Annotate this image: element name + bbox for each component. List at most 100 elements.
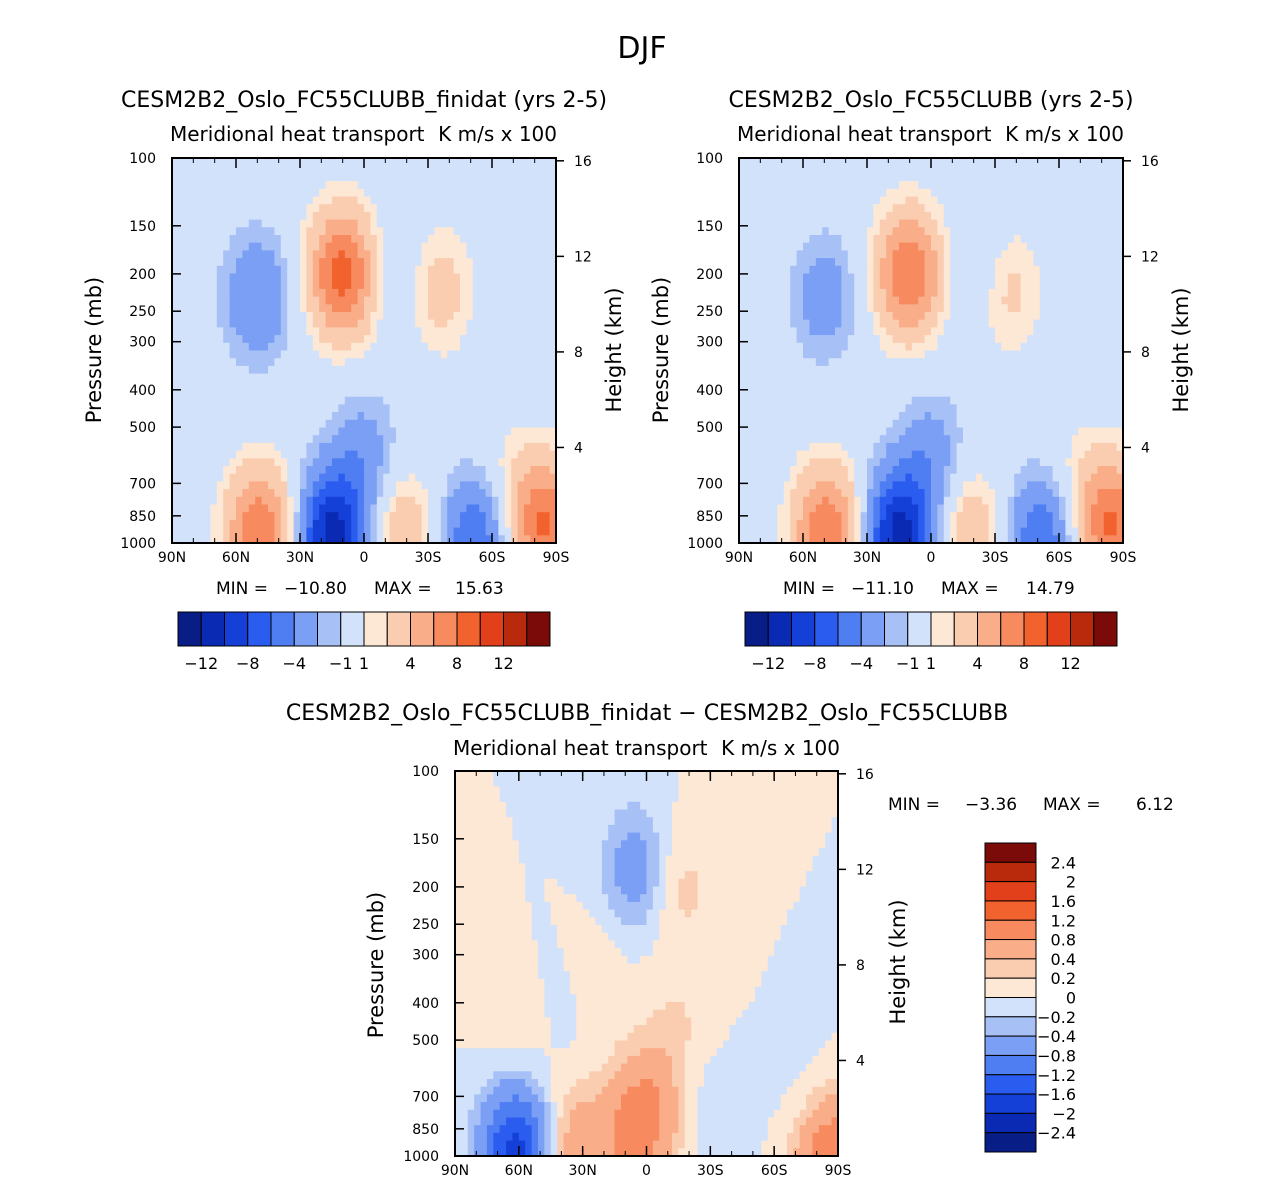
field-cell: [1052, 358, 1060, 367]
field-cell: [892, 204, 900, 213]
field-cell: [828, 273, 836, 282]
field-cell: [210, 481, 218, 490]
field-cell: [835, 350, 842, 359]
field-cell: [210, 211, 218, 221]
field-cell: [1039, 165, 1047, 174]
field-cell: [764, 365, 772, 375]
field-cell: [364, 504, 371, 513]
field-cell: [809, 288, 817, 298]
field-cell: [1020, 389, 1028, 398]
field-cell: [415, 435, 423, 444]
field-cell: [210, 519, 218, 529]
field-cell: [969, 242, 977, 251]
field-cell: [1007, 165, 1015, 174]
field-cell: [815, 235, 823, 244]
field-cell: [950, 304, 958, 313]
field-cell: [325, 250, 333, 259]
field-cell: [790, 281, 798, 290]
field-cell: [460, 350, 467, 359]
field-cell: [1091, 358, 1098, 367]
field-cell: [223, 165, 231, 174]
field-cell: [312, 473, 320, 482]
field-cell: [975, 181, 983, 190]
field-cell: [1027, 265, 1034, 275]
field-cell: [453, 427, 461, 436]
field-cell: [1052, 327, 1060, 336]
field-cell: [943, 250, 951, 259]
field-cell: [421, 489, 429, 498]
field-cell: [204, 365, 211, 375]
field-cell: [396, 435, 403, 444]
field-cell: [879, 181, 887, 190]
field-cell: [1116, 250, 1124, 259]
field-cell: [530, 235, 538, 244]
field-cell: [1103, 373, 1111, 382]
field-cell: [873, 250, 881, 259]
field-cell: [867, 335, 874, 344]
field-cell: [751, 165, 759, 174]
field-cell: [1052, 173, 1060, 182]
field-cell: [975, 281, 983, 290]
colorbar-label: 8: [452, 654, 462, 673]
field-cell: [184, 473, 192, 482]
field-cell: [969, 342, 977, 352]
field-cell: [338, 196, 346, 205]
field-cell: [1078, 327, 1086, 336]
field-cell: [873, 181, 881, 190]
field-cell: [197, 535, 205, 544]
field-cell: [504, 281, 512, 290]
field-cell: [216, 350, 224, 359]
field-cell: [236, 196, 243, 205]
field-cell: [758, 165, 766, 174]
field-cell: [536, 242, 544, 251]
field-cell: [1033, 196, 1041, 205]
field-cell: [376, 504, 384, 513]
field-cell: [549, 442, 557, 452]
field-cell: [370, 288, 378, 298]
field-cell: [479, 204, 487, 213]
field-cell: [223, 188, 231, 198]
field-cell: [300, 211, 307, 221]
field-cell: [1007, 350, 1015, 359]
field-cell: [319, 158, 327, 167]
field-cell: [255, 466, 263, 475]
field-cell: [803, 158, 810, 167]
field-cell: [530, 319, 538, 328]
field-cell: [905, 173, 913, 182]
field-cell: [485, 450, 493, 459]
field-cell: [466, 389, 474, 398]
field-cell: [236, 250, 243, 259]
field-cell: [255, 504, 263, 513]
field-cell: [524, 188, 531, 198]
field-cell: [370, 181, 378, 190]
field-cell: [236, 296, 243, 305]
field-cell: [236, 258, 243, 267]
field-cell: [1091, 204, 1098, 213]
field-cell: [216, 258, 224, 267]
field-cell: [325, 188, 333, 198]
field-cell: [835, 204, 842, 213]
field-cell: [854, 381, 862, 390]
field-cell: [402, 373, 410, 382]
field-cell: [854, 373, 862, 382]
field-cell: [306, 296, 314, 305]
field-cell: [479, 250, 487, 259]
field-cell: [517, 165, 525, 174]
field-cell: [1007, 196, 1015, 205]
field-cell: [197, 404, 205, 413]
field-cell: [204, 450, 211, 459]
field-cell: [396, 450, 403, 459]
field-cell: [274, 188, 282, 198]
field-cell: [242, 273, 250, 282]
field-cell: [543, 389, 551, 398]
field-cell: [498, 304, 506, 313]
field-cell: [261, 258, 269, 267]
field-cell: [879, 196, 887, 205]
field-cell: [995, 288, 1002, 298]
field-cell: [1033, 158, 1041, 167]
field-cell: [402, 219, 410, 228]
field-cell: [191, 473, 199, 482]
field-cell: [389, 358, 397, 367]
field-cell: [498, 427, 506, 436]
field-cell: [370, 504, 378, 513]
